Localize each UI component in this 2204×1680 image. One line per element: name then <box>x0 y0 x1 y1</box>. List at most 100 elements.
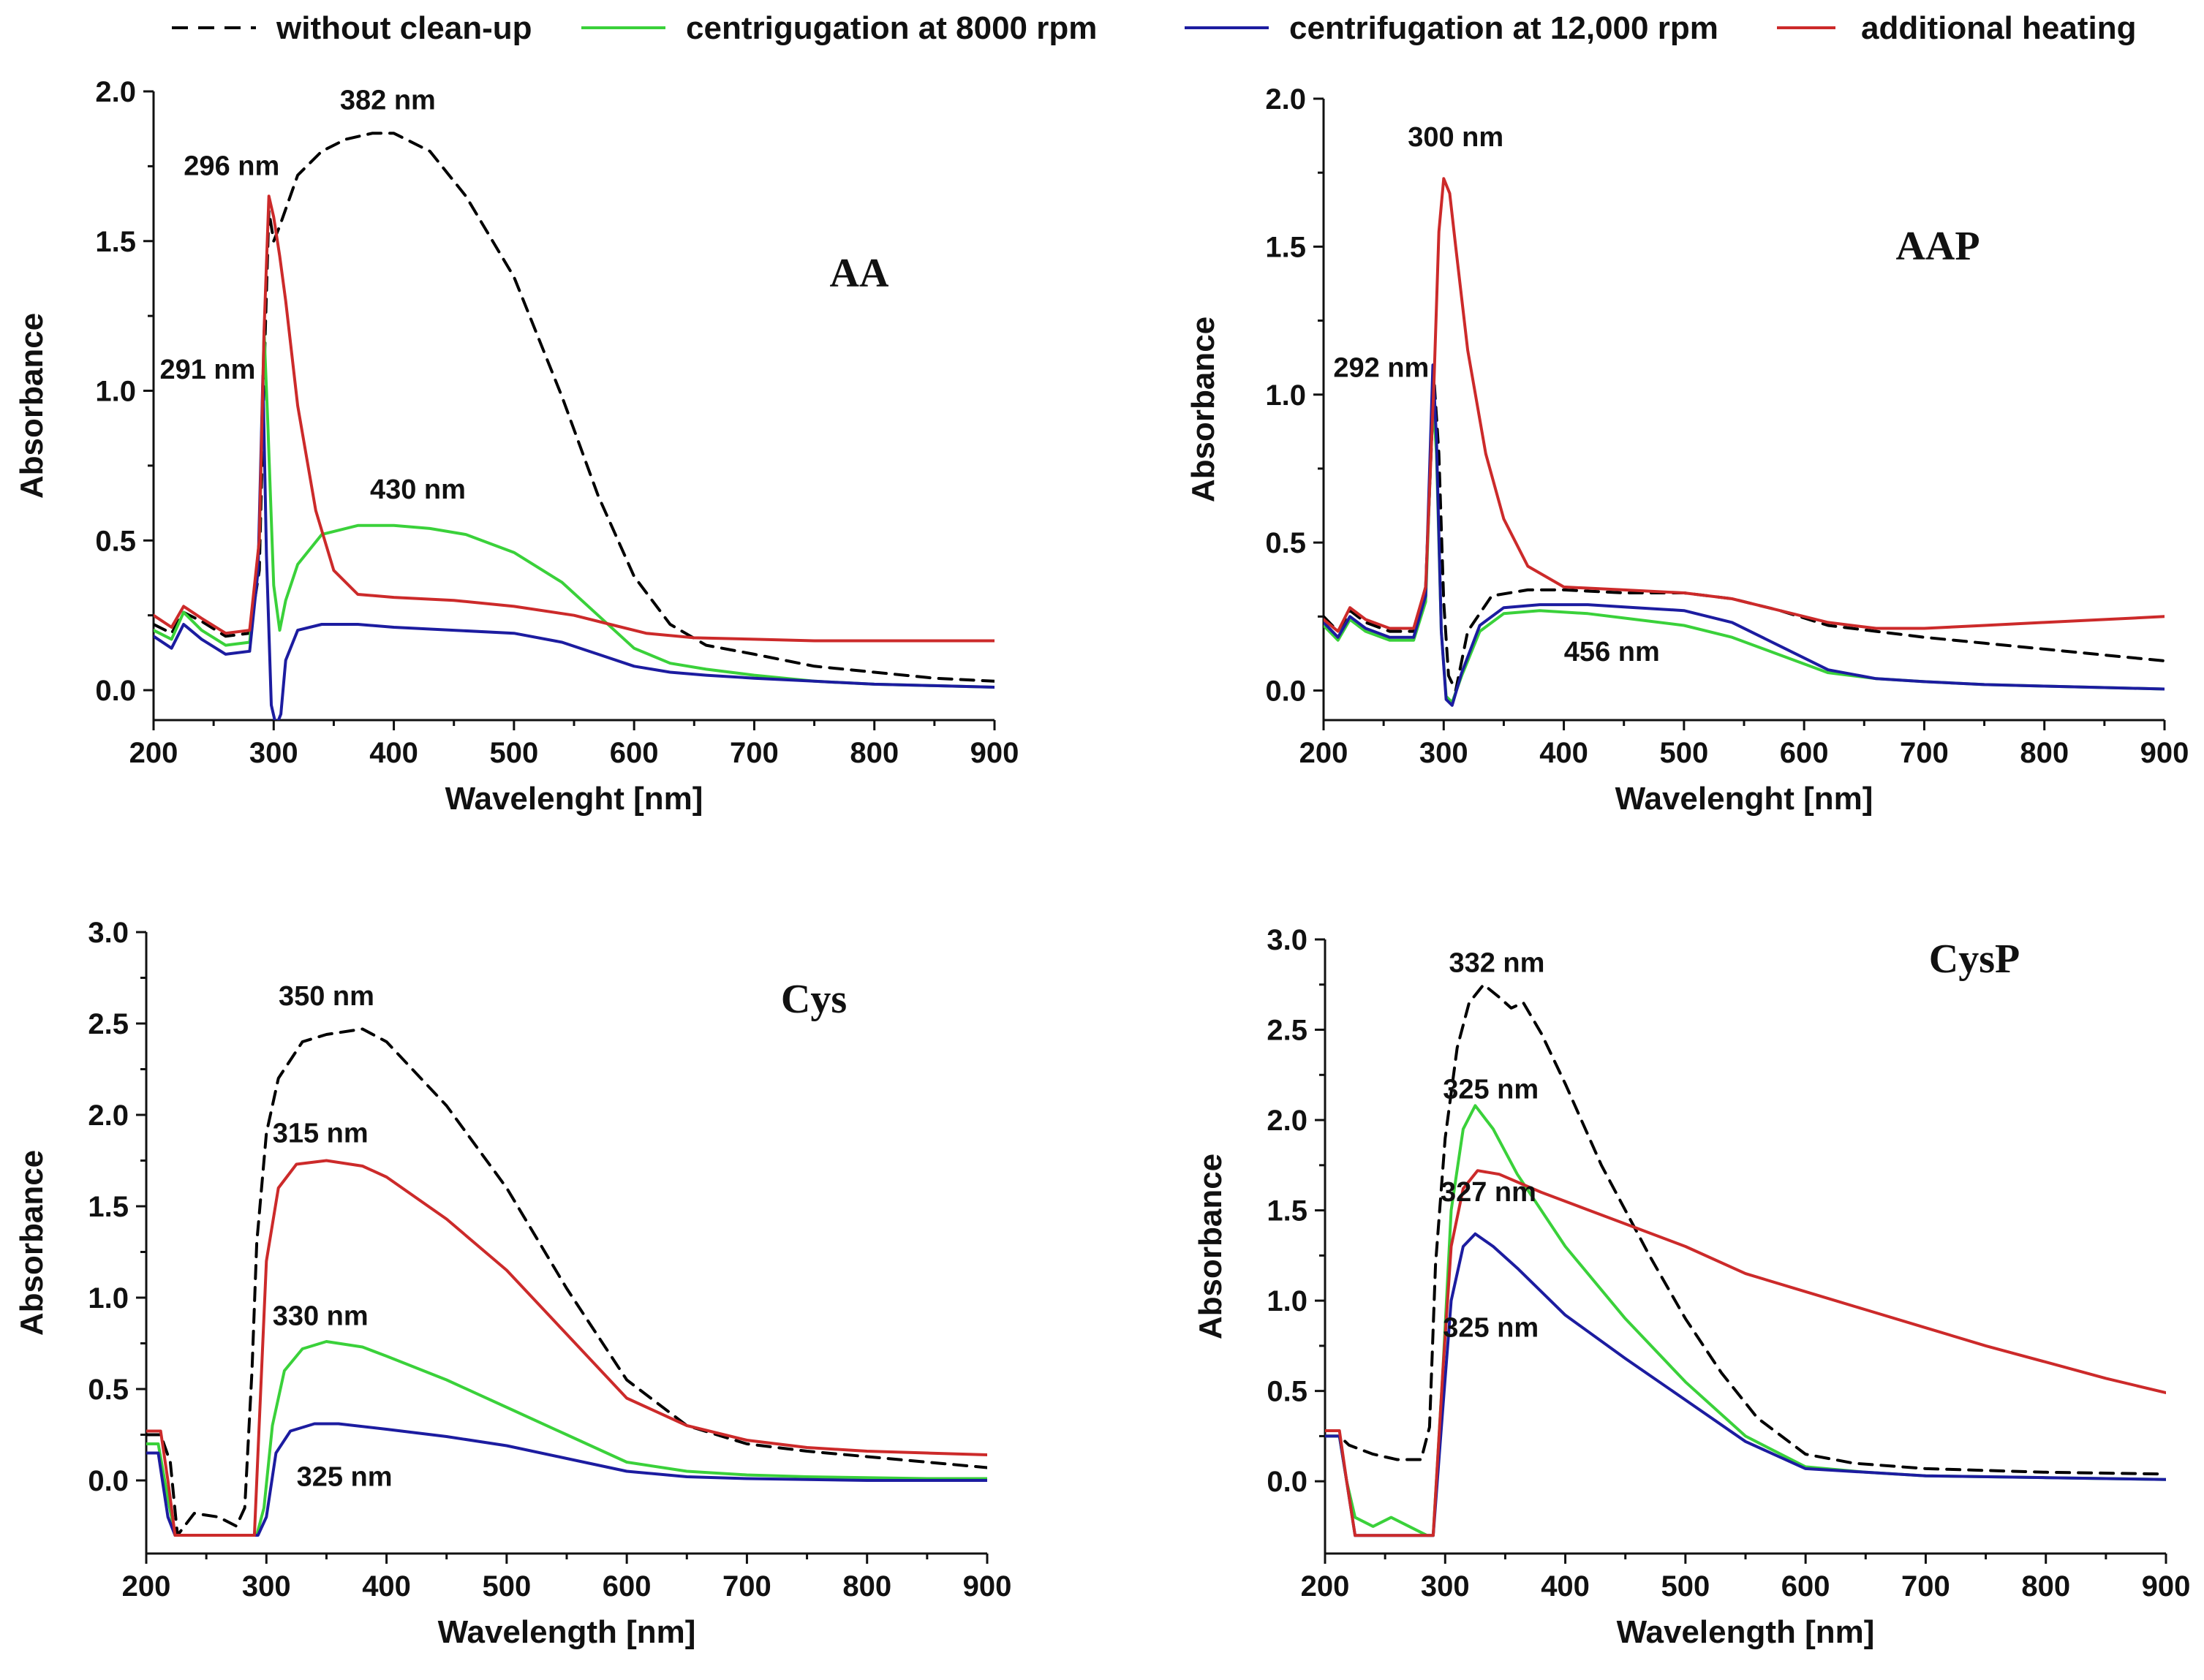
panel-title: CysP <box>1929 937 2020 982</box>
x-tick-label: 300 <box>1419 737 1468 769</box>
peak-annotation: 300 nm <box>1408 122 1503 153</box>
peak-annotation: 330 nm <box>273 1301 369 1332</box>
peak-annotation: 325 nm <box>1443 1074 1539 1105</box>
panel-aa: 200 300 400 500 600 700 800 900 0.0 0.5 1.0 1.5 2.0 W… <box>14 76 1019 817</box>
series-line-centrigugation-at-8000-rpm <box>154 329 995 689</box>
x-tick-label: 800 <box>850 737 899 769</box>
y-tick-label: 1.0 <box>95 376 136 408</box>
series-line-additional-heating <box>1325 1169 2166 1537</box>
x-tick-label: 700 <box>730 737 779 769</box>
y-tick-label: 0.0 <box>1267 1466 1307 1498</box>
y-tick-label: 0.5 <box>95 525 136 557</box>
legend: without clean-up centrigugation at 8000 r… <box>172 10 2136 46</box>
y-tick-label: 2.5 <box>88 1008 129 1040</box>
peak-annotation: 315 nm <box>273 1119 369 1149</box>
series-line-centrifugation-at-12-000-rpm <box>1324 363 2165 707</box>
x-axis-title: Wavelenght [nm] <box>1615 781 1873 817</box>
y-axis-title: Absorbance <box>14 313 50 499</box>
panel-cys: 200 300 400 500 600 700 800 900 0.0 0.5 1.0 1.5 2.0 2… <box>14 917 1011 1650</box>
peak-annotation: 350 nm <box>279 981 374 1012</box>
legend-label-centrigugation-at-8000-rpm: centrigugation at 8000 rpm <box>686 10 1097 46</box>
series-line-additional-heating <box>146 1159 987 1537</box>
panel-cysp: 200 300 400 500 600 700 800 900 0.0 0.5 1.0 1.5 2.0 2… <box>1193 924 2190 1650</box>
series-line-centrigugation-at-8000-rpm <box>146 1340 987 1537</box>
x-tick-label: 900 <box>963 1570 1012 1603</box>
y-tick-label: 0.5 <box>88 1374 129 1406</box>
y-tick-label: 2.0 <box>95 76 136 108</box>
y-axis-title: Absorbance <box>1193 1154 1229 1339</box>
y-tick-label: 1.5 <box>1267 1195 1307 1227</box>
x-axis-title: Wavelenght [nm] <box>445 781 703 817</box>
x-tick-label: 200 <box>122 1570 171 1603</box>
x-tick-label: 400 <box>362 1570 411 1603</box>
legend-label-centrifugation-at-12-000-rpm: centrifugation at 12,000 rpm <box>1289 10 1718 46</box>
series-line-centrifugation-at-12-000-rpm <box>1325 1232 2166 1537</box>
peak-annotation: 430 nm <box>370 474 466 505</box>
x-tick-label: 800 <box>2020 737 2069 769</box>
x-axis-title: Wavelength [nm] <box>1617 1614 1875 1650</box>
series-line-additional-heating <box>1324 177 2165 633</box>
series-line-without-clean-up <box>146 1027 987 1537</box>
x-tick-label: 500 <box>482 1570 531 1603</box>
x-tick-label: 200 <box>129 737 178 769</box>
x-tick-label: 600 <box>610 737 659 769</box>
x-tick-label: 500 <box>489 737 538 769</box>
x-tick-label: 500 <box>1659 737 1708 769</box>
panel-title: AA <box>830 251 889 296</box>
y-tick-label: 3.0 <box>88 917 129 949</box>
y-tick-label: 3.0 <box>1267 924 1307 956</box>
x-tick-label: 200 <box>1301 1570 1350 1603</box>
peak-annotation: 292 nm <box>1333 352 1429 383</box>
x-tick-label: 700 <box>1901 1570 1950 1603</box>
y-tick-label: 2.0 <box>1267 1105 1307 1137</box>
y-tick-label: 0.0 <box>1265 676 1306 708</box>
x-tick-label: 900 <box>970 737 1019 769</box>
x-tick-label: 300 <box>242 1570 291 1603</box>
y-tick-label: 2.0 <box>88 1100 129 1132</box>
y-tick-label: 2.0 <box>1265 83 1306 116</box>
peak-annotation: 291 nm <box>159 355 255 385</box>
y-tick-label: 1.0 <box>1265 379 1306 412</box>
y-tick-label: 0.0 <box>88 1465 129 1497</box>
x-tick-label: 600 <box>1781 1570 1830 1603</box>
y-axis-title: Absorbance <box>14 1150 50 1336</box>
x-tick-label: 300 <box>1421 1570 1470 1603</box>
x-tick-label: 900 <box>2140 737 2189 769</box>
peak-annotation: 296 nm <box>184 151 279 182</box>
y-tick-label: 1.5 <box>1265 231 1306 263</box>
series-line-centrifugation-at-12-000-rpm <box>146 1422 987 1537</box>
x-tick-label: 700 <box>722 1570 771 1603</box>
series-line-additional-heating <box>154 194 995 643</box>
y-tick-label: 1.5 <box>88 1191 129 1223</box>
x-tick-label: 900 <box>2142 1570 2191 1603</box>
y-tick-label: 0.5 <box>1265 527 1306 559</box>
x-axis-title: Wavelength [nm] <box>438 1614 696 1650</box>
y-tick-label: 0.0 <box>95 675 136 707</box>
x-tick-label: 400 <box>1539 737 1588 769</box>
x-tick-label: 200 <box>1299 737 1348 769</box>
peak-annotation: 332 nm <box>1449 947 1544 978</box>
series-line-without-clean-up <box>1325 983 2166 1476</box>
x-tick-label: 300 <box>249 737 298 769</box>
series-line-centrigugation-at-8000-rpm <box>1324 393 2165 704</box>
panel-aap: 200 300 400 500 600 700 800 900 0.0 0.5 1.0 1.5 2.0 W… <box>1185 83 2189 817</box>
series-line-without-clean-up <box>154 132 995 683</box>
y-tick-label: 1.0 <box>1267 1285 1307 1317</box>
panel-title: Cys <box>781 977 847 1022</box>
x-tick-label: 800 <box>2021 1570 2070 1603</box>
y-tick-label: 1.0 <box>88 1282 129 1314</box>
legend-label-without-clean-up: without clean-up <box>276 10 532 46</box>
y-tick-label: 0.5 <box>1267 1376 1307 1408</box>
y-axis-title: Absorbance <box>1185 317 1221 502</box>
legend-label-additional-heating: additional heating <box>1861 10 2136 46</box>
x-tick-label: 700 <box>1900 737 1949 769</box>
y-tick-label: 1.5 <box>95 226 136 258</box>
series-line-without-clean-up <box>1324 378 2165 692</box>
peak-annotation: 456 nm <box>1564 637 1660 667</box>
x-tick-label: 400 <box>369 737 418 769</box>
x-tick-label: 600 <box>603 1570 652 1603</box>
x-tick-label: 600 <box>1780 737 1829 769</box>
peak-annotation: 382 nm <box>340 86 436 116</box>
x-tick-label: 500 <box>1661 1570 1710 1603</box>
